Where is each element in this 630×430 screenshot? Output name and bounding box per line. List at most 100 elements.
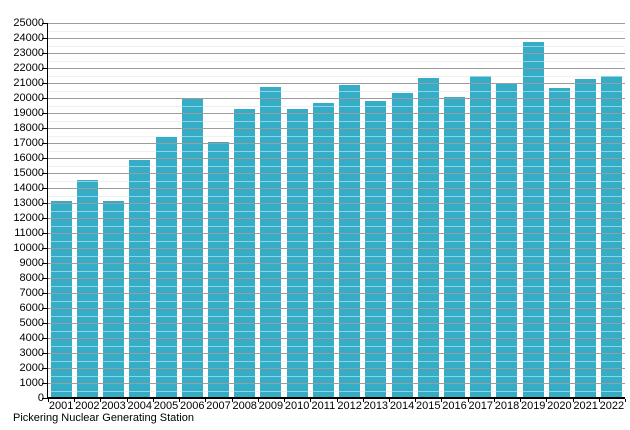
y-tick-mark	[42, 173, 47, 174]
y-tick-label: 9000	[19, 257, 44, 269]
y-tick-label: 19000	[13, 107, 44, 119]
y-tick-mark	[42, 248, 47, 249]
y-tick-mark	[42, 98, 47, 99]
minor-gridlines-layer	[48, 23, 625, 398]
x-tick-label: 2020	[547, 400, 572, 412]
bar-2019	[522, 41, 544, 398]
y-tick-label: 20000	[13, 92, 44, 104]
y-tick-label: 24000	[13, 32, 44, 44]
x-tick-label: 2018	[494, 400, 520, 412]
gridline-minor	[48, 210, 625, 212]
bar-2022	[601, 76, 623, 398]
y-tick-label: 15000	[13, 167, 44, 179]
y-tick-mark	[42, 203, 47, 204]
gridline-minor	[48, 285, 625, 287]
x-tick-label: 2010	[284, 400, 310, 412]
x-tick-label: 2015	[416, 400, 441, 412]
x-tick-label: 2017	[468, 400, 493, 412]
x-tick-mark	[284, 399, 286, 402]
x-tick-mark	[598, 399, 600, 402]
x-tick-mark	[257, 399, 259, 402]
x-tick-label: 2012	[337, 400, 362, 412]
x-tick-mark	[310, 399, 312, 402]
x-tick-mark	[441, 399, 443, 402]
y-tick-label: 11000	[14, 227, 44, 239]
y-tick-label: 25000	[13, 17, 44, 29]
bar-2002	[76, 179, 98, 398]
gridline-minor	[48, 345, 625, 347]
y-tick-label: 17000	[13, 137, 44, 149]
y-tick-label: 3000	[19, 347, 44, 359]
x-tick-label: 2019	[520, 400, 546, 412]
bar-2007	[207, 142, 229, 398]
gridline-minor	[48, 60, 625, 62]
y-tick-mark	[42, 113, 47, 114]
x-tick-label: 2004	[127, 400, 153, 412]
bar-2005	[155, 137, 177, 398]
x-tick-mark	[48, 399, 49, 402]
gridline-minor	[48, 150, 625, 152]
y-tick-mark	[42, 263, 47, 264]
x-tick-label: 2013	[363, 400, 389, 412]
x-tick-label: 2011	[311, 400, 336, 412]
x-tick-label: 2014	[389, 400, 415, 412]
x-tick-label: 2002	[75, 400, 100, 412]
y-tick-label: 8000	[19, 272, 44, 284]
gridline-minor	[48, 375, 625, 377]
y-tick-mark	[42, 23, 47, 24]
y-tick-label: 16000	[13, 152, 44, 164]
gridline-minor	[48, 390, 625, 392]
x-tick-label: 2022	[599, 400, 625, 412]
y-tick-label: 0	[37, 392, 44, 404]
y-tick-mark	[42, 233, 47, 234]
y-tick-label: 5000	[19, 317, 44, 329]
x-tick-mark	[126, 399, 128, 402]
y-tick-mark	[42, 368, 47, 369]
x-tick-label: 2007	[206, 400, 231, 412]
y-tick-label: 13000	[13, 197, 44, 209]
x-tick-label: 2006	[180, 400, 205, 412]
bar-2021	[575, 79, 597, 398]
gridline-minor	[48, 360, 625, 362]
y-tick-mark	[42, 188, 47, 189]
bar-2006	[181, 98, 203, 398]
y-tick-mark	[42, 38, 47, 39]
y-tick-mark	[42, 308, 47, 309]
x-tick-mark	[74, 399, 76, 402]
y-axis-line	[46, 23, 48, 399]
bar-2011	[312, 102, 334, 398]
x-tick-mark	[100, 399, 102, 402]
bar-2014	[391, 92, 413, 398]
y-tick-mark	[42, 338, 47, 339]
gridline-minor	[48, 240, 625, 242]
x-tick-mark	[336, 399, 338, 402]
bar-2016	[444, 96, 466, 398]
y-tick-mark	[42, 293, 47, 294]
x-tick-label: 2005	[153, 400, 179, 412]
gridline-minor	[48, 315, 625, 317]
bars-layer	[48, 23, 625, 398]
gridline-minor	[48, 180, 625, 182]
gridline-minor	[48, 300, 625, 302]
y-tick-mark	[42, 128, 47, 129]
x-tick-label: 2008	[232, 400, 257, 412]
x-tick-mark	[362, 399, 364, 402]
bar-2009	[260, 86, 282, 398]
gridline-minor	[48, 225, 625, 227]
y-tick-label: 4000	[19, 332, 44, 344]
x-tick-mark	[205, 399, 207, 402]
gridline-minor	[48, 120, 625, 122]
bar-2003	[103, 200, 125, 398]
gridline-minor	[48, 330, 625, 332]
y-tick-label: 21000	[13, 77, 44, 89]
y-tick-label: 18000	[13, 122, 44, 134]
gridline-minor	[48, 105, 625, 107]
x-tick-mark	[572, 399, 574, 402]
y-tick-label: 22000	[13, 62, 44, 74]
x-tick-label: 2016	[442, 400, 467, 412]
x-tick-mark	[625, 399, 626, 402]
y-tick-mark	[42, 383, 47, 384]
bar-2010	[286, 108, 308, 398]
x-tick-label: 2021	[573, 400, 598, 412]
